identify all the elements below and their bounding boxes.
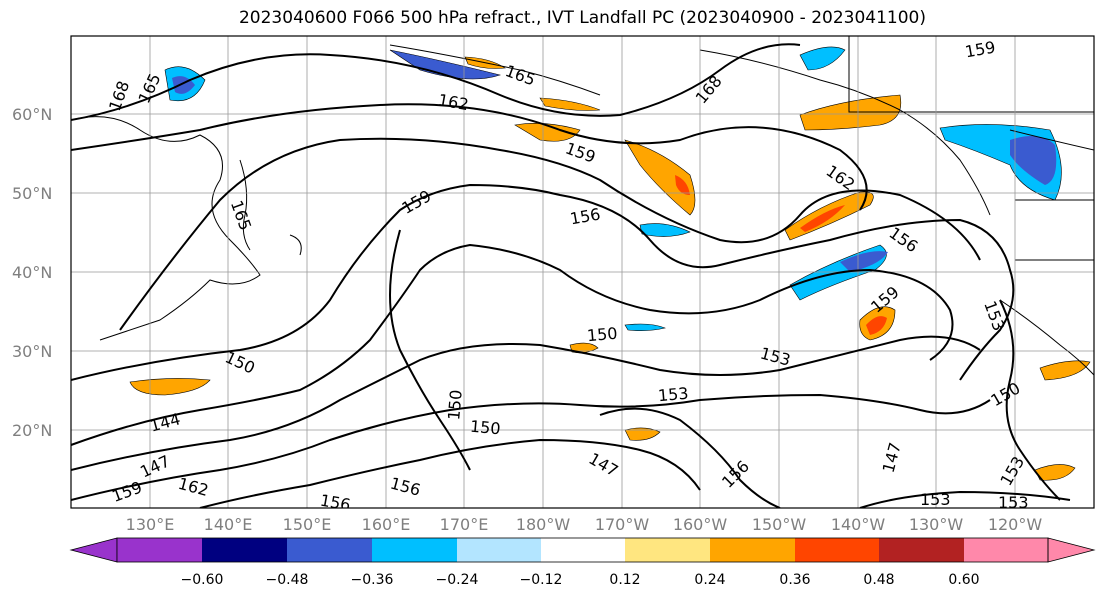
lon-label: 120°W — [987, 515, 1043, 534]
map-panel: 168 165 165 162 168 159 159 159 162 156 … — [71, 36, 1094, 515]
colorbar-bin — [879, 538, 964, 562]
contour-label: 153 — [920, 490, 951, 509]
shade-positive — [866, 316, 887, 335]
lon-label: 160°W — [672, 515, 728, 534]
colorbar-bin — [287, 538, 372, 562]
colorbar-tick: −0.48 — [265, 572, 309, 588]
colorbar-bin — [795, 538, 879, 562]
colorbar-bin — [117, 538, 202, 562]
colorbar — [69, 537, 1096, 563]
shade-negative — [1010, 136, 1057, 185]
lat-label: 40°N — [12, 263, 53, 282]
colorbar-extend-right — [1047, 537, 1096, 563]
lon-label: 150°E — [282, 515, 332, 534]
shade-positive — [624, 427, 661, 441]
lon-label: 140°W — [830, 515, 886, 534]
colorbar-bin — [202, 538, 287, 562]
colorbar-tick: 0.12 — [609, 572, 641, 588]
shade-positive — [1034, 464, 1076, 481]
shade-negative — [639, 223, 691, 237]
lon-label: 170°W — [594, 515, 650, 534]
colorbar-bin — [541, 538, 625, 562]
lat-label: 60°N — [12, 105, 53, 124]
lon-label: 130°E — [125, 515, 175, 534]
contour-label: 150 — [469, 417, 501, 439]
colorbar-tick: 0.24 — [694, 572, 726, 588]
contour-label: 153 — [657, 384, 689, 406]
lon-label: 160°E — [361, 515, 411, 534]
shade-positive — [675, 175, 690, 195]
shade-positive — [514, 123, 581, 142]
contour-label: 150 — [586, 324, 618, 346]
lon-label: 170°E — [439, 515, 489, 534]
lon-label: 140°E — [203, 515, 253, 534]
gridlines — [71, 36, 1094, 508]
shade-negative — [624, 323, 666, 331]
shade-positive — [539, 97, 601, 111]
colorbar-tick: 0.48 — [863, 572, 895, 588]
lat-label: 30°N — [12, 342, 53, 361]
lat-label: 50°N — [12, 184, 53, 203]
colorbar-bin — [372, 538, 457, 562]
height-contours — [71, 43, 1071, 508]
map-frame — [70, 35, 1095, 509]
shade-positive — [624, 139, 696, 216]
map-title: 2023040600 F066 500 hPa refract., IVT La… — [238, 8, 926, 28]
colorbar-bin — [964, 538, 1048, 562]
lat-label: 20°N — [12, 421, 53, 440]
shade-positive — [1039, 360, 1091, 381]
shade-negative — [799, 46, 846, 71]
colorbar-bin — [625, 538, 710, 562]
shade-positive — [800, 205, 845, 232]
contour-label: 150 — [444, 389, 466, 421]
colorbar-tick: 0.60 — [948, 572, 980, 588]
contour-label: 156 — [319, 491, 352, 515]
lon-label: 130°W — [908, 515, 964, 534]
colorbar-bin — [457, 538, 541, 562]
colorbar-tick: −0.36 — [350, 572, 394, 588]
lon-label: 180°W — [515, 515, 571, 534]
contour-label: 153 — [998, 493, 1029, 512]
lon-label: 150°W — [751, 515, 807, 534]
shade-negative — [389, 49, 502, 80]
colorbar-extend-left — [69, 537, 118, 563]
colorbar-tick: −0.12 — [519, 572, 563, 588]
shade-negative — [840, 251, 888, 272]
colorbar-tick: 0.36 — [779, 572, 811, 588]
colorbar-tick: −0.24 — [435, 572, 479, 588]
colorbar-bin — [710, 538, 795, 562]
shade-positive — [569, 342, 599, 354]
colorbar-tick: −0.60 — [180, 572, 224, 588]
